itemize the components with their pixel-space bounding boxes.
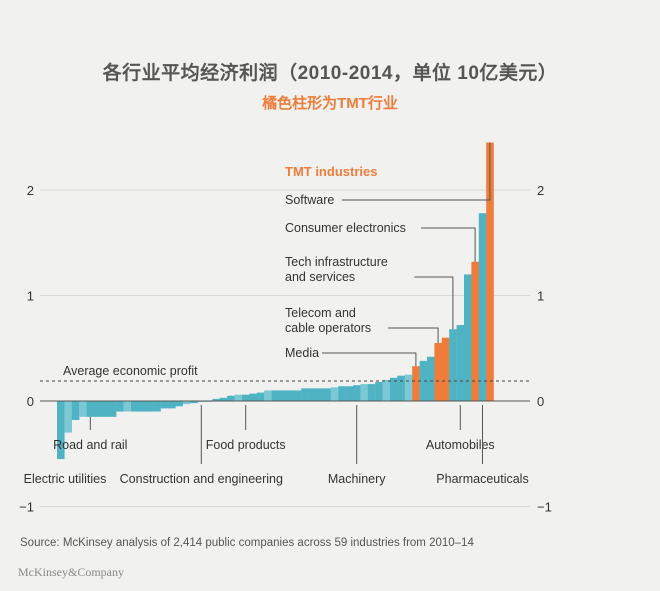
tmt-leader-line — [388, 327, 439, 343]
bar — [145, 401, 154, 412]
bar — [182, 401, 191, 405]
y-tick-label-right: 0 — [537, 394, 544, 409]
category-label: Machinery — [328, 472, 386, 486]
bar — [249, 393, 257, 401]
tmt-label-line: cable operators — [285, 321, 371, 335]
tmt-label: Consumer electronics — [285, 221, 406, 235]
y-tick-label-left: −1 — [19, 500, 34, 515]
bar — [57, 401, 65, 460]
bar — [316, 388, 324, 401]
bar — [94, 401, 102, 417]
category-label: Pharmaceuticals — [436, 472, 528, 486]
bar — [131, 401, 139, 412]
bar — [397, 375, 405, 401]
bar — [212, 398, 220, 401]
tmt-leader-line — [421, 227, 476, 262]
bar — [160, 401, 169, 409]
tmt-header-label: TMT industries — [285, 164, 377, 179]
bar — [441, 337, 450, 401]
bar — [123, 401, 132, 412]
tmt-label: Software — [285, 193, 334, 207]
source-note: Source: McKinsey analysis of 2,414 publi… — [20, 537, 474, 549]
tmt-label-line: Media — [285, 346, 319, 360]
bar — [64, 401, 72, 433]
y-tick-label-right: 2 — [537, 183, 544, 198]
bar — [360, 384, 368, 401]
category-label: Automobiles — [426, 438, 495, 452]
bar — [279, 390, 287, 401]
bar — [330, 387, 339, 401]
bar — [293, 390, 302, 401]
tmt-label-line: Software — [285, 193, 334, 207]
tmt-label-line: Tech infrastructure — [285, 255, 388, 269]
bar — [108, 401, 117, 417]
y-tick-label-left: 0 — [27, 394, 34, 409]
y-tick-label-right: −1 — [537, 500, 552, 515]
bar — [449, 329, 457, 401]
bar — [175, 401, 183, 407]
bar — [153, 401, 161, 412]
bar — [323, 388, 331, 401]
y-tick-label-right: 1 — [537, 289, 544, 304]
y-tick-label-left: 2 — [27, 183, 34, 198]
category-label: Food products — [206, 438, 286, 452]
y-tick-label-left: 1 — [27, 289, 34, 304]
bar — [404, 374, 413, 401]
bar — [286, 390, 294, 401]
bar — [301, 388, 309, 401]
bar — [79, 401, 87, 417]
brand-logo-text: McKinsey&Company — [18, 565, 124, 579]
bar — [412, 366, 420, 401]
tmt-label: Telecom and cable operators — [285, 306, 371, 335]
bar — [168, 401, 176, 409]
tmt-label: Tech infrastructure and services — [285, 255, 388, 284]
tmt-label: Media — [285, 346, 319, 360]
bar — [264, 390, 272, 401]
average-reference-label: Average economic profit — [63, 364, 198, 378]
tmt-leader-line — [414, 276, 454, 330]
tmt-label-line: and services — [285, 270, 355, 284]
bar — [345, 386, 354, 401]
bar — [478, 213, 487, 401]
bar — [367, 384, 376, 401]
bar — [234, 394, 243, 401]
bar — [419, 360, 428, 401]
bar — [190, 401, 198, 404]
bar — [308, 388, 317, 401]
category-label: Road and rail — [53, 438, 127, 452]
bar — [71, 401, 80, 420]
bar — [434, 342, 442, 401]
bar — [464, 274, 472, 401]
bar — [427, 356, 435, 401]
chart-title: 各行业平均经济利润（2010-2014，单位 10亿美元） — [102, 63, 558, 84]
chart-subtitle: 橘色柱形为TMT行业 — [262, 95, 398, 112]
bar — [456, 325, 465, 401]
bar — [271, 390, 280, 401]
category-label: Electric utilities — [24, 472, 107, 486]
bar — [101, 401, 109, 417]
tmt-leader-line — [341, 142, 491, 201]
bar — [353, 385, 361, 401]
bar — [471, 261, 479, 401]
bar — [116, 401, 124, 412]
bar — [486, 142, 494, 401]
bar — [227, 395, 235, 401]
bar — [219, 397, 228, 401]
tmt-label-line: Consumer electronics — [285, 221, 406, 235]
bar — [138, 401, 146, 412]
tmt-label-line: Telecom and — [285, 306, 356, 320]
bar — [86, 401, 95, 417]
bar — [256, 392, 265, 401]
bar — [382, 379, 391, 401]
category-label: Construction and engineering — [120, 472, 283, 486]
bar — [375, 382, 383, 401]
tmt-leader-line — [322, 352, 417, 367]
bar — [242, 394, 250, 401]
bar — [390, 377, 398, 401]
bar — [338, 386, 346, 401]
